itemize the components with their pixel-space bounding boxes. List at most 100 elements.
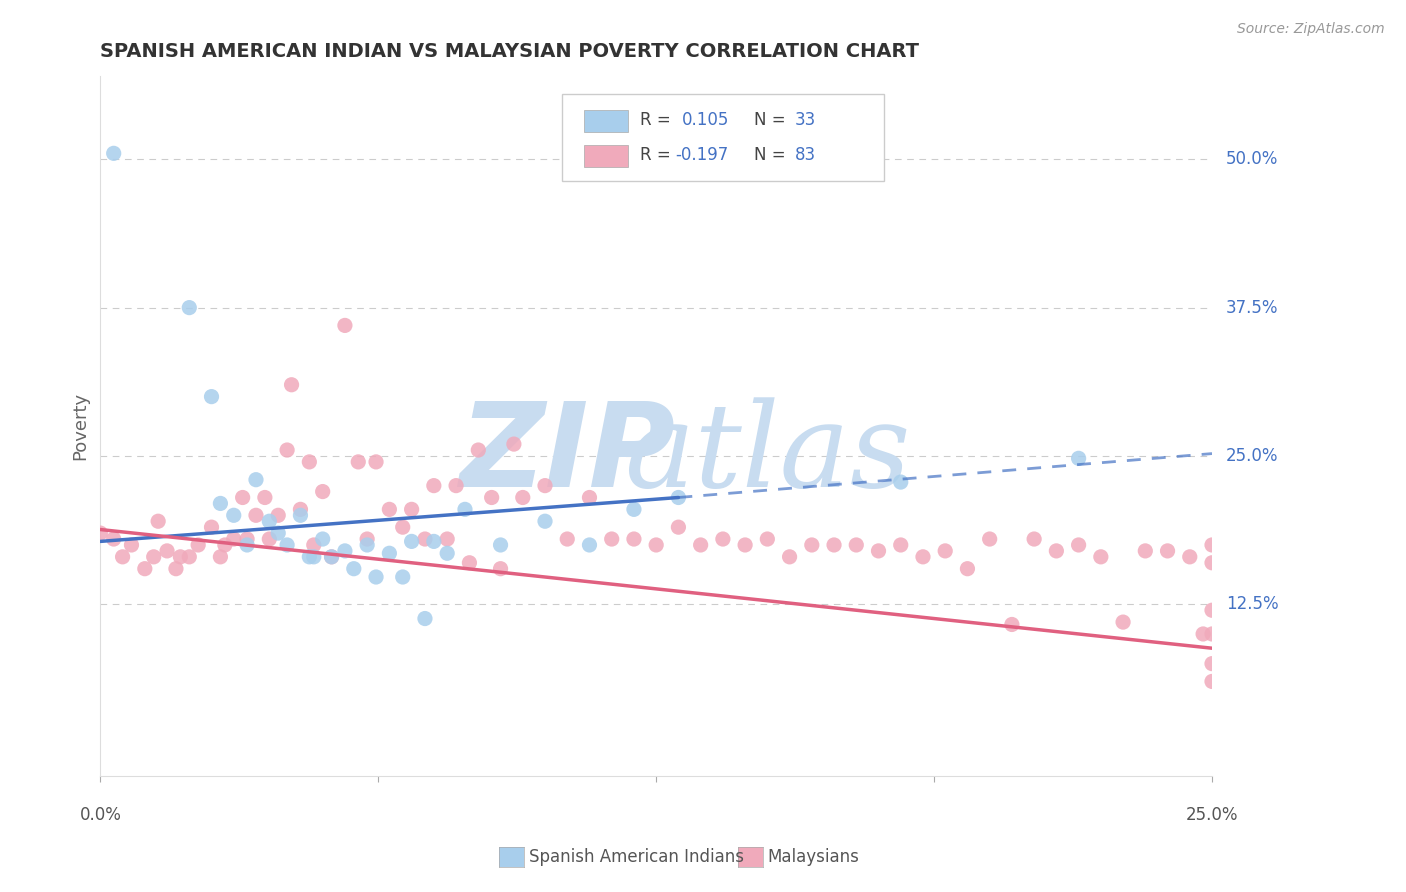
- Text: 25.0%: 25.0%: [1226, 447, 1278, 465]
- Point: [343, 562, 366, 576]
- Point: [668, 520, 690, 534]
- Text: 83: 83: [796, 145, 817, 163]
- Point: [1001, 617, 1024, 632]
- Text: R =: R =: [640, 111, 675, 128]
- Point: [1067, 451, 1090, 466]
- Point: [555, 532, 578, 546]
- Point: [302, 549, 325, 564]
- Point: [236, 538, 259, 552]
- Point: [1178, 549, 1201, 564]
- Point: [290, 508, 312, 523]
- Point: [312, 484, 335, 499]
- Point: [600, 532, 623, 546]
- Point: [1090, 549, 1112, 564]
- Point: [103, 532, 125, 546]
- Point: [321, 549, 343, 564]
- Point: [1156, 544, 1178, 558]
- Point: [1201, 627, 1223, 641]
- Point: [276, 443, 298, 458]
- Point: [401, 502, 423, 516]
- Point: [890, 475, 912, 489]
- Text: N =: N =: [754, 111, 792, 128]
- Point: [245, 473, 267, 487]
- Point: [302, 538, 325, 552]
- Point: [364, 455, 387, 469]
- Text: N =: N =: [754, 145, 792, 163]
- Point: [232, 491, 254, 505]
- Point: [845, 538, 868, 552]
- Point: [1201, 538, 1223, 552]
- Text: Spanish American Indians: Spanish American Indians: [529, 848, 744, 866]
- Point: [259, 532, 281, 546]
- Point: [333, 544, 356, 558]
- Text: R =: R =: [640, 145, 675, 163]
- Point: [645, 538, 668, 552]
- Point: [364, 570, 387, 584]
- Y-axis label: Poverty: Poverty: [72, 392, 89, 460]
- Point: [378, 502, 401, 516]
- Point: [267, 526, 290, 541]
- Point: [623, 502, 645, 516]
- Point: [347, 455, 370, 469]
- Point: [800, 538, 823, 552]
- Point: [378, 546, 401, 560]
- Point: [276, 538, 298, 552]
- Point: [489, 538, 512, 552]
- Point: [823, 538, 845, 552]
- Point: [413, 532, 436, 546]
- Point: [890, 538, 912, 552]
- Point: [756, 532, 779, 546]
- Point: [356, 538, 378, 552]
- Point: [1192, 627, 1215, 641]
- Point: [467, 443, 489, 458]
- Point: [458, 556, 481, 570]
- Point: [333, 318, 356, 333]
- Point: [187, 538, 209, 552]
- Point: [209, 549, 232, 564]
- Point: [121, 538, 143, 552]
- Point: [222, 532, 245, 546]
- Point: [979, 532, 1001, 546]
- Text: 25.0%: 25.0%: [1185, 806, 1239, 824]
- Point: [200, 390, 222, 404]
- Point: [934, 544, 956, 558]
- Point: [1045, 544, 1067, 558]
- Point: [236, 532, 259, 546]
- Text: SPANISH AMERICAN INDIAN VS MALAYSIAN POVERTY CORRELATION CHART: SPANISH AMERICAN INDIAN VS MALAYSIAN POV…: [100, 42, 920, 61]
- Point: [534, 478, 557, 492]
- Text: 0.0%: 0.0%: [79, 806, 121, 824]
- Point: [321, 549, 343, 564]
- FancyBboxPatch shape: [583, 145, 628, 167]
- Text: Malaysians: Malaysians: [768, 848, 859, 866]
- Point: [146, 514, 169, 528]
- Point: [423, 534, 446, 549]
- Point: [623, 532, 645, 546]
- Text: ZIP: ZIP: [460, 397, 675, 512]
- Point: [391, 520, 413, 534]
- Point: [1024, 532, 1046, 546]
- Point: [711, 532, 734, 546]
- Point: [312, 532, 335, 546]
- Point: [391, 570, 413, 584]
- Point: [481, 491, 503, 505]
- Point: [253, 491, 276, 505]
- Point: [134, 562, 156, 576]
- Point: [165, 562, 187, 576]
- Text: 12.5%: 12.5%: [1226, 595, 1278, 614]
- FancyBboxPatch shape: [583, 110, 628, 132]
- Point: [214, 538, 236, 552]
- Text: -0.197: -0.197: [675, 145, 728, 163]
- Text: 37.5%: 37.5%: [1226, 299, 1278, 317]
- Point: [512, 491, 534, 505]
- Point: [734, 538, 756, 552]
- Point: [169, 549, 191, 564]
- Point: [298, 549, 321, 564]
- FancyBboxPatch shape: [561, 94, 884, 181]
- Text: 33: 33: [796, 111, 817, 128]
- Point: [444, 478, 467, 492]
- Point: [911, 549, 934, 564]
- Point: [1201, 657, 1223, 671]
- Point: [179, 301, 201, 315]
- Point: [267, 508, 290, 523]
- Point: [1067, 538, 1090, 552]
